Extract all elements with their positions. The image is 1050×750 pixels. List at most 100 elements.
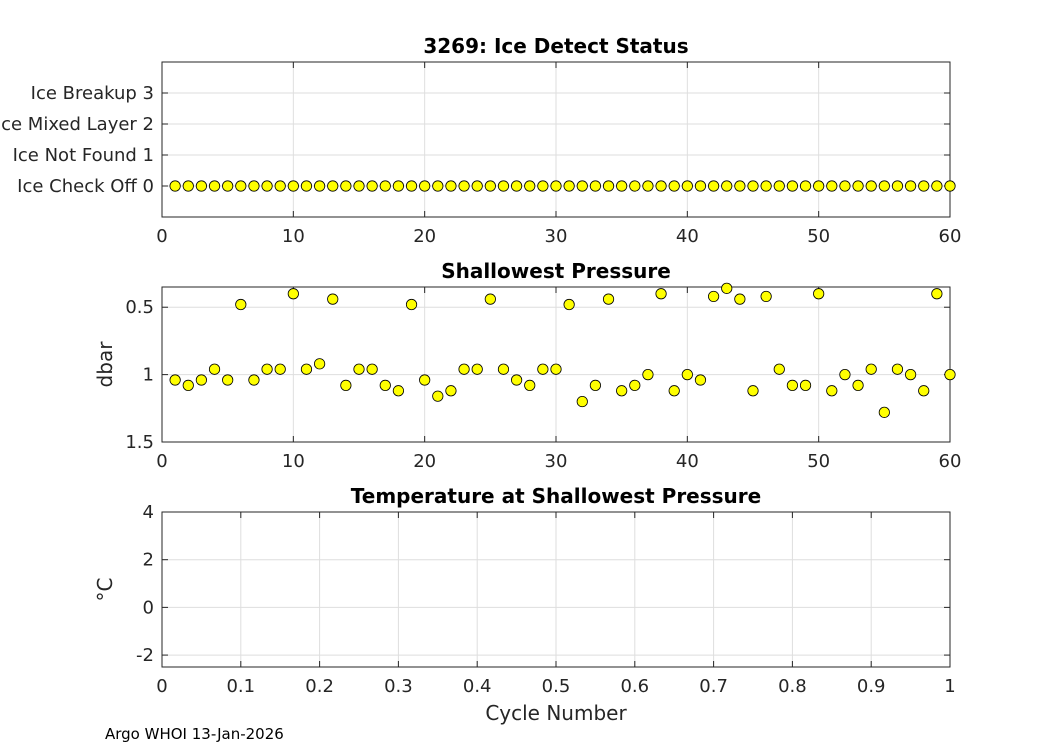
- data-point: [589, 180, 602, 192]
- data-point: [195, 180, 207, 192]
- x-tick-label: 10: [282, 451, 305, 472]
- data-point: [813, 288, 825, 300]
- x-tick-label: 0.9: [857, 676, 886, 697]
- data-point: [576, 395, 588, 408]
- data-point: [550, 363, 562, 375]
- data-point: [405, 298, 418, 311]
- data-point: [537, 180, 549, 192]
- y-tick-label: 1: [143, 365, 154, 386]
- data-point: [878, 406, 890, 418]
- data-point: [510, 180, 523, 192]
- data-point: [721, 282, 733, 294]
- data-point: [313, 180, 326, 192]
- data-point: [773, 180, 785, 192]
- x-tick-label: 0.5: [542, 676, 571, 697]
- data-point: [616, 385, 628, 397]
- data-point: [760, 180, 772, 192]
- data-point: [760, 290, 772, 303]
- chart-panel-3: 0 0.1 0.2 0.3 0.4 0.5 0.6 0.7 0.8 0.9 1-2024Temper…: [93, 484, 956, 725]
- data-point: [694, 374, 707, 386]
- data-point: [327, 293, 339, 305]
- data-point: [629, 379, 641, 391]
- data-point: [484, 180, 496, 192]
- data-point: [484, 293, 496, 305]
- data-point: [497, 180, 510, 192]
- data-point: [839, 369, 851, 381]
- data-point: [747, 180, 759, 192]
- data-point: [721, 180, 733, 192]
- data-point: [891, 180, 904, 192]
- data-point: [655, 180, 667, 192]
- x-tick-label: 1: [944, 676, 955, 697]
- data-point: [589, 379, 602, 391]
- chart-panel-2: 0 10 20 30 40 50 60 0.5 1 1.5 Shallowest Pressure d…: [93, 259, 961, 472]
- data-point: [734, 293, 746, 305]
- data-point: [379, 379, 391, 391]
- data-point: [524, 180, 536, 192]
- footer-credit: Argo WHOI 13-Jan-2026: [105, 725, 284, 743]
- y-tick-label: Ice Breakup 3: [31, 83, 154, 104]
- y-tick-label: 4: [143, 502, 154, 523]
- x-tick-label: 60: [939, 226, 962, 247]
- data-point: [248, 180, 260, 192]
- chart-title: Shallowest Pressure: [441, 259, 671, 283]
- x-tick-label: 0.3: [384, 676, 413, 697]
- data-point: [865, 363, 877, 375]
- data-point: [944, 180, 956, 192]
- data-point: [169, 374, 181, 386]
- data-point: [524, 379, 536, 391]
- chart-title: 3269: Ice Detect Status: [423, 34, 688, 58]
- data-point: [747, 385, 759, 397]
- y-tick-label: Ice Not Found 1: [13, 145, 154, 166]
- x-axis-label: Cycle Number: [485, 701, 627, 725]
- data-point: [826, 180, 838, 192]
- data-point: [471, 180, 483, 192]
- data-point: [445, 180, 457, 192]
- data-point: [773, 363, 785, 375]
- data-point: [392, 385, 404, 397]
- data-point: [169, 180, 181, 192]
- x-tick-label: 50: [807, 451, 830, 472]
- y-axis-label: dbar: [93, 341, 117, 388]
- data-point: [313, 358, 326, 370]
- data-point: [550, 180, 562, 192]
- data-point: [734, 180, 746, 192]
- data-point: [222, 374, 234, 386]
- x-tick-label: 20: [413, 451, 436, 472]
- data-point: [300, 180, 313, 192]
- x-tick-label: 40: [676, 451, 699, 472]
- y-tick-label: 1.5: [125, 432, 154, 453]
- data-point: [366, 180, 378, 192]
- x-tick-label: 0.1: [226, 676, 255, 697]
- data-point: [287, 180, 299, 192]
- data-point: [195, 374, 207, 386]
- x-tick-label: 0: [156, 451, 167, 472]
- data-point: [222, 180, 234, 192]
- data-point: [432, 180, 444, 192]
- x-tick-label: 30: [545, 451, 568, 472]
- data-point: [668, 180, 680, 192]
- data-point: [458, 363, 470, 375]
- x-tick-label: 30: [545, 226, 568, 247]
- data-point: [248, 374, 260, 386]
- data-point: [432, 390, 444, 402]
- y-tick-label: Ice Check Off 0: [17, 176, 154, 197]
- data-point: [931, 288, 943, 300]
- data-point: [839, 180, 851, 192]
- data-point: [261, 363, 273, 375]
- x-tick-label: 0.8: [778, 676, 807, 697]
- data-point: [419, 180, 431, 192]
- x-tick-label: 40: [676, 226, 699, 247]
- data-point: [576, 180, 588, 192]
- data-point: [353, 180, 365, 192]
- data-point: [419, 374, 431, 386]
- data-point: [366, 363, 378, 375]
- data-point: [563, 298, 575, 311]
- data-point: [944, 369, 956, 381]
- data-point: [405, 180, 418, 192]
- x-tick-label: 0.6: [620, 676, 649, 697]
- x-tick-label: 0.4: [463, 676, 492, 697]
- y-tick-label: Ice Mixed Layer 2: [0, 114, 154, 135]
- data-point: [287, 288, 299, 300]
